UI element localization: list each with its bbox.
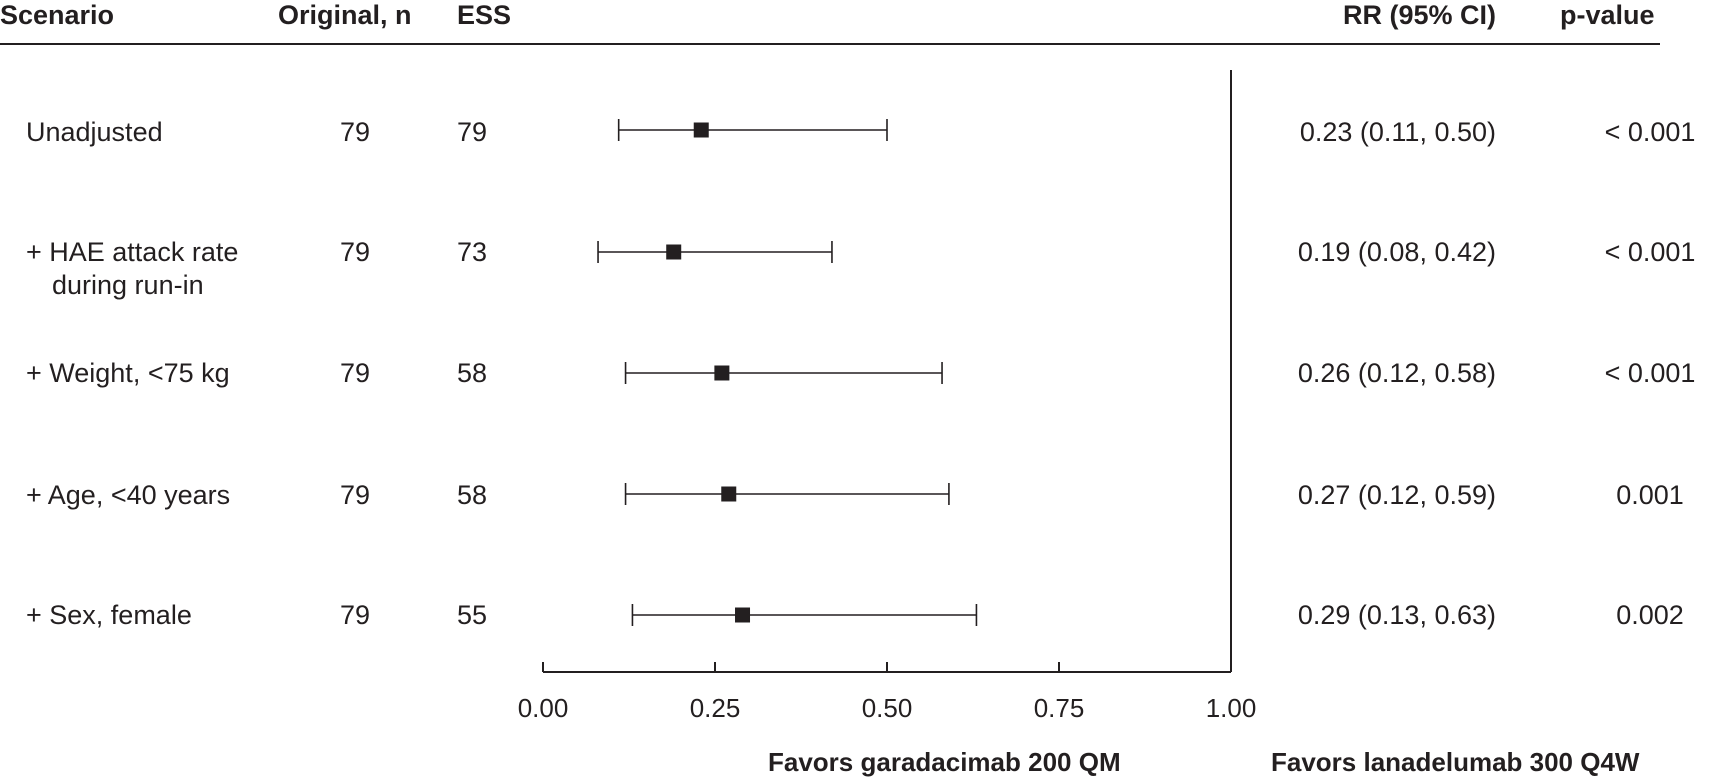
point-estimate [735, 607, 751, 623]
point-estimate [714, 365, 730, 381]
ess-value: 58 [457, 358, 488, 388]
scenario-label: + Age, <40 years [26, 480, 231, 510]
scenario-label-line2: during run-in [52, 270, 204, 300]
rr-value: 0.19 (0.08, 0.42) [1297, 237, 1496, 267]
favors-left-label: Favors garadacimab 200 QM [768, 747, 1121, 777]
rr-value: 0.23 (0.11, 0.50) [1299, 117, 1496, 147]
scenario-label: + Sex, female [26, 600, 192, 630]
pvalue-value: < 0.001 [1604, 117, 1696, 147]
point-estimate [666, 244, 682, 260]
header-scenario: Scenario [0, 0, 115, 30]
pvalue-value: 0.001 [1616, 480, 1684, 510]
header-rr: RR (95% CI) [1342, 0, 1496, 30]
x-tick-label: 1.00 [1206, 693, 1257, 723]
pvalue-value: 0.002 [1616, 600, 1684, 630]
original-n-value: 79 [340, 237, 371, 267]
header-pvalue: p-value [1560, 0, 1655, 30]
ess-value: 58 [457, 480, 488, 510]
header-ess: ESS [457, 0, 512, 30]
x-tick-label: 0.75 [1034, 693, 1085, 723]
ess-value: 73 [457, 237, 488, 267]
x-axis: 0.00 0.25 0.50 0.75 1.00 [518, 662, 1257, 723]
ess-value: 79 [457, 117, 488, 147]
scenario-label: + HAE attack rate [26, 237, 239, 267]
pvalue-value: < 0.001 [1604, 237, 1696, 267]
original-n-value: 79 [340, 480, 371, 510]
point-estimate [721, 486, 737, 502]
point-estimate [693, 122, 709, 138]
favors-right-label: Favors lanadelumab 300 Q4W [1271, 747, 1640, 777]
x-tick-label: 0.00 [518, 693, 569, 723]
rr-value: 0.26 (0.12, 0.58) [1297, 358, 1496, 388]
x-tick-label: 0.50 [862, 693, 913, 723]
scenario-label: + Weight, <75 kg [26, 358, 230, 388]
pvalue-value: < 0.001 [1604, 358, 1696, 388]
ess-value: 55 [457, 600, 488, 630]
original-n-value: 79 [340, 600, 371, 630]
header-original-n: Original, n [278, 0, 412, 30]
scenario-label: Unadjusted [26, 117, 163, 147]
forest-marks [597, 70, 1232, 672]
rr-value: 0.27 (0.12, 0.59) [1297, 480, 1496, 510]
rr-value: 0.29 (0.13, 0.63) [1297, 600, 1496, 630]
original-n-value: 79 [340, 358, 371, 388]
original-n-value: 79 [340, 117, 371, 147]
x-tick-label: 0.25 [690, 693, 741, 723]
